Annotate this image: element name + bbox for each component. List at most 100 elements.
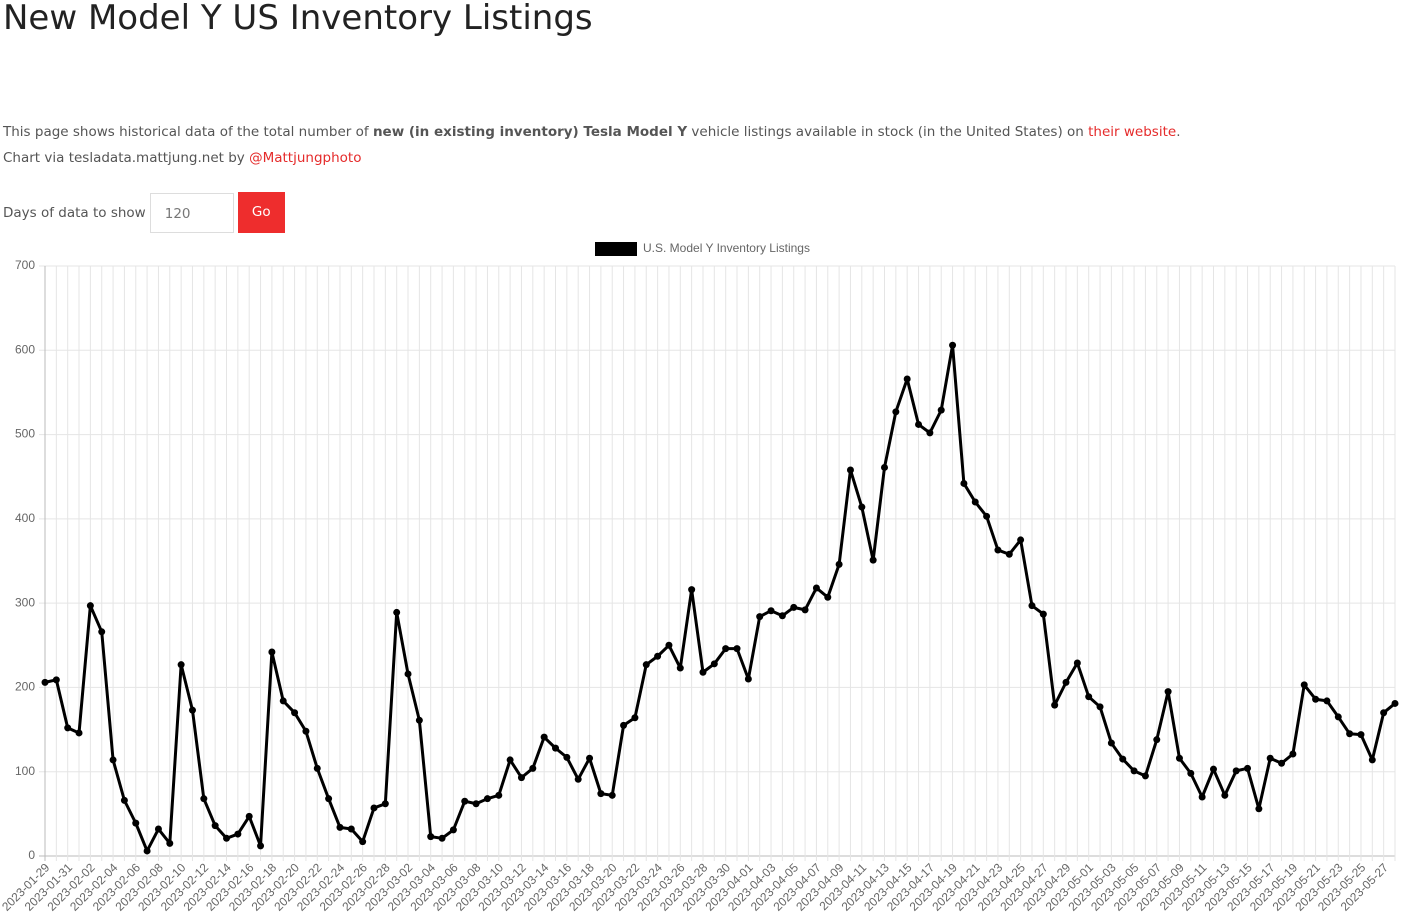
point [949,341,957,349]
point [699,668,707,676]
point [1312,695,1320,703]
point [665,641,673,649]
point [1380,709,1388,717]
credit: Chart via tesladata.mattjung.net by @Mat… [3,150,361,166]
point [574,775,582,783]
point [109,756,117,764]
y-tick-label: 400 [15,511,35,525]
days-input[interactable]: 120 [149,192,234,233]
point [132,819,140,827]
website-link[interactable]: their website [1088,124,1177,140]
point [64,724,72,732]
line [44,343,1396,853]
point [858,503,866,511]
point [279,697,287,705]
point [892,408,900,416]
y-tick-label: 200 [15,680,35,694]
credit-text: Chart via tesladata.mattjung.net by [3,150,250,166]
point [517,774,525,782]
point [1323,697,1331,705]
point [540,733,548,741]
point [1028,602,1036,610]
point [1005,550,1013,558]
point [1357,731,1365,739]
point [1119,755,1127,763]
point [381,800,389,808]
point [1187,769,1195,777]
point [223,834,231,842]
point [41,678,49,686]
point [1266,754,1274,762]
y-tick-label: 300 [15,595,35,609]
point [1221,791,1229,799]
point [563,753,571,761]
intro-text: . [1176,124,1181,140]
point [733,645,741,653]
point [75,729,83,737]
point [98,628,106,636]
point [1232,767,1240,775]
go-button[interactable]: Go [237,192,285,233]
point [302,727,310,735]
point [1141,772,1149,780]
point [744,675,752,683]
point [166,839,174,847]
point [1255,805,1263,813]
point [154,825,162,833]
point [1085,693,1093,701]
point [778,612,786,620]
point [1039,610,1047,618]
point [120,796,128,804]
credit-link[interactable]: @Mattjungphoto [249,150,362,166]
point [1289,750,1297,758]
point [1209,765,1217,773]
point [393,608,401,616]
point [722,645,730,653]
point [1130,767,1138,775]
point [767,607,775,615]
point [1096,703,1104,711]
point [971,498,979,506]
point [586,754,594,762]
point [1051,701,1059,709]
point [608,791,616,799]
legend-swatch [595,242,637,256]
point [143,847,151,855]
point [325,795,333,803]
point [211,822,219,830]
point [370,804,378,812]
point [506,756,514,764]
point [245,812,253,820]
point [359,838,367,846]
point [597,790,605,798]
point [903,375,911,383]
point [915,420,923,428]
point [1073,659,1081,667]
point [710,660,718,668]
point [461,797,469,805]
point [1346,730,1354,738]
chart: 01002003004005006007002023-01-292023-01-… [0,241,1399,914]
y-tick-label: 600 [15,342,35,356]
point [177,661,185,669]
point [1391,699,1399,707]
point [994,546,1002,554]
point [1017,536,1025,544]
point [983,512,991,520]
point [427,833,435,841]
y-tick-label: 0 [28,848,35,862]
point [790,603,798,611]
point [291,709,299,717]
point [824,593,832,601]
days-label: Days of data to show [3,204,146,221]
point [200,795,208,803]
page-title: New Model Y US Inventory Listings [3,0,593,38]
point [631,714,639,722]
point [1244,764,1252,772]
point [415,716,423,724]
point [926,429,934,437]
intro-text: This page shows historical data of the t… [3,124,373,140]
point [1164,688,1172,696]
point [869,556,877,564]
point [188,706,196,714]
